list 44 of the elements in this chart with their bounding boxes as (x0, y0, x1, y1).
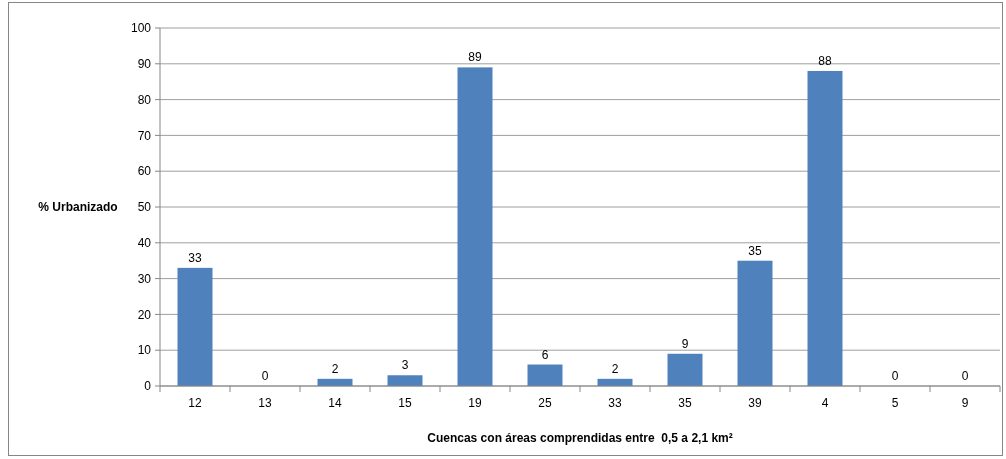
x-tick-label: 25 (538, 396, 552, 410)
x-tick-label: 5 (891, 396, 899, 410)
data-label: 0 (961, 369, 969, 383)
data-label: 88 (818, 53, 832, 68)
y-tick-label: 30 (137, 271, 152, 286)
data-label: 0 (261, 369, 269, 383)
y-tick-label: 50 (137, 200, 152, 215)
bar (737, 260, 773, 386)
x-tick-label: 39 (748, 396, 762, 410)
y-tick-label: 90 (137, 57, 152, 71)
data-label: 2 (611, 361, 619, 376)
x-axis-title: Cuencas con áreas comprendidas entre 0,5 a 2,1 km² (427, 431, 733, 445)
y-tick-label: 40 (137, 236, 152, 250)
y-tick-label: 10 (137, 343, 152, 358)
x-tick-label: 35 (678, 396, 692, 410)
data-label: 0 (891, 369, 899, 383)
y-tick-label: 100 (130, 21, 152, 36)
data-label: 89 (468, 50, 482, 65)
y-tick-label: 80 (137, 92, 152, 107)
data-label: 9 (681, 336, 689, 351)
x-tick-label: 14 (328, 396, 342, 410)
bar (177, 267, 213, 386)
data-label: 2 (331, 361, 339, 376)
bar (387, 375, 423, 386)
x-tick-label: 4 (821, 396, 829, 410)
data-label: 6 (541, 347, 549, 362)
data-label: 33 (188, 250, 202, 265)
x-tick-label: 33 (608, 396, 622, 410)
y-axis-title: % Urbanizado (38, 200, 118, 215)
y-tick-label: 60 (137, 164, 152, 179)
x-tick-label: 19 (468, 396, 482, 410)
x-tick-label: 13 (258, 396, 272, 410)
bar (457, 67, 493, 386)
x-tick-label: 9 (961, 396, 969, 410)
bar (807, 70, 843, 386)
y-tick-label: 0 (144, 379, 152, 394)
bar (527, 364, 563, 386)
x-tick-label: 12 (188, 396, 202, 410)
data-label: 3 (401, 358, 409, 373)
x-tick-label: 15 (398, 396, 412, 410)
y-tick-label: 20 (137, 307, 152, 322)
y-tick-label: 70 (137, 128, 152, 143)
bar (667, 353, 703, 386)
data-label: 35 (748, 243, 762, 258)
